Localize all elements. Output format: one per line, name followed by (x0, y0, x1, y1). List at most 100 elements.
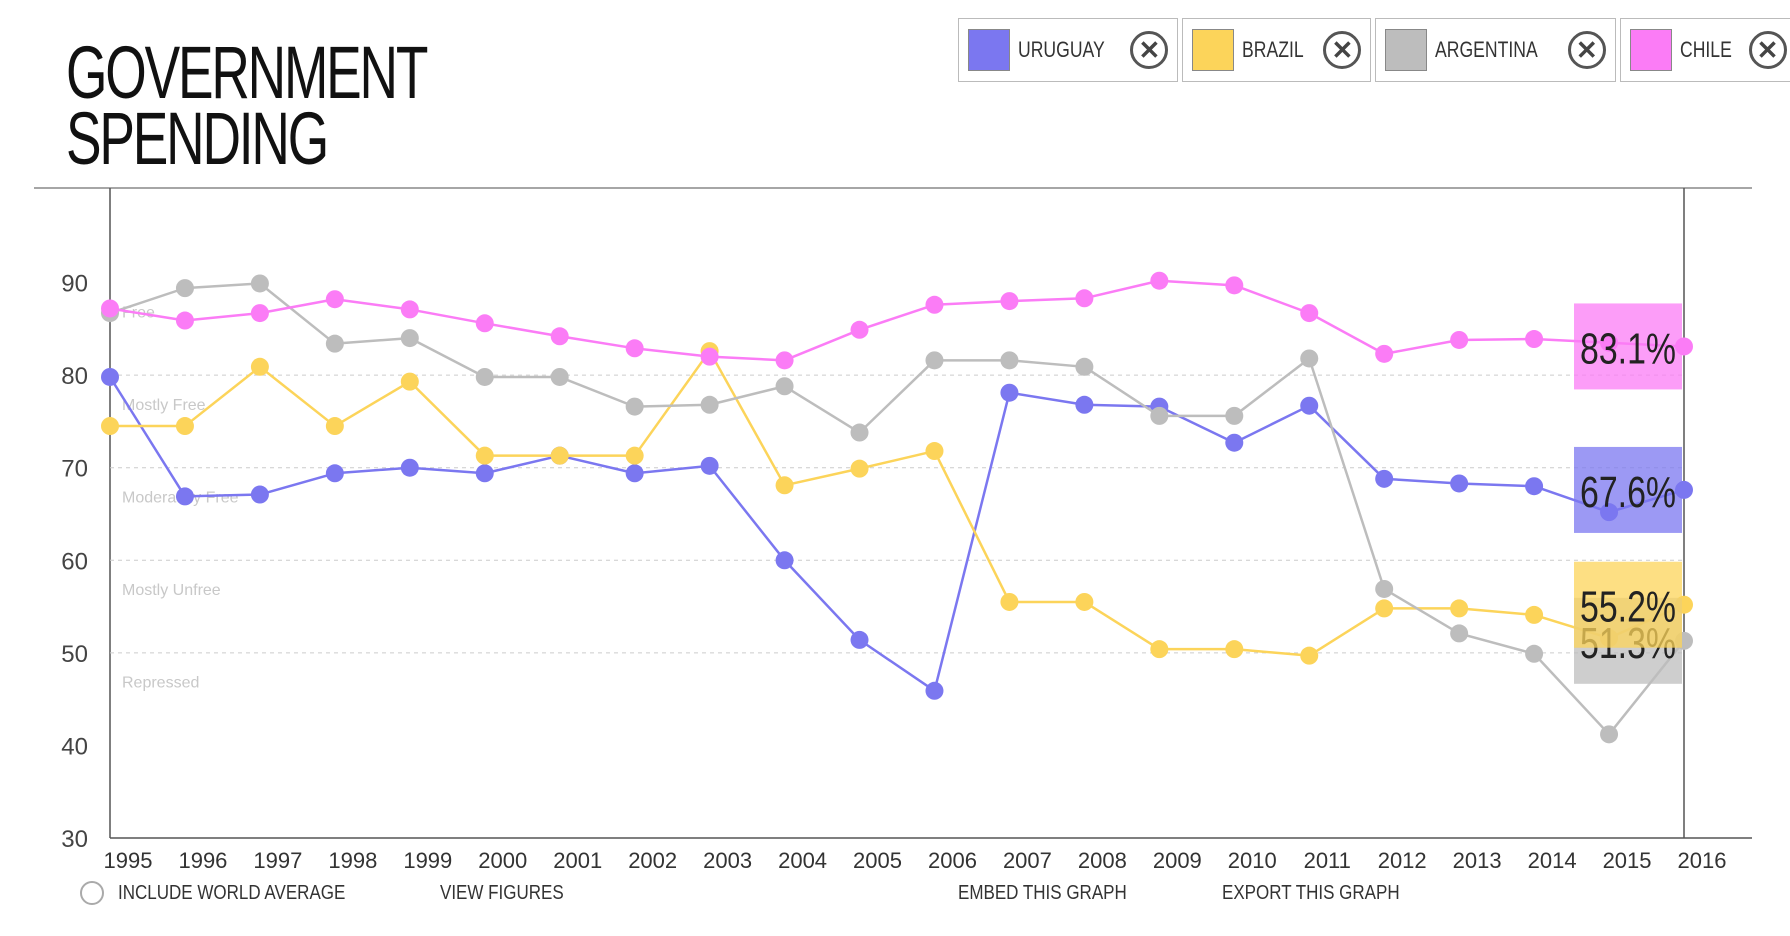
x-tick-label: 2008 (1078, 848, 1127, 873)
uruguay-point-2013 (1450, 474, 1469, 493)
chile-point-2011 (1300, 304, 1319, 323)
legend-label-uruguay: URUGUAY (1018, 37, 1105, 62)
chile-series-line (109, 279, 1685, 362)
legend-label-chile: CHILE (1679, 37, 1732, 62)
x-tick-label: 2010 (1228, 848, 1277, 873)
band-label: Mostly Unfree (122, 582, 221, 599)
uruguay-point-2005 (850, 630, 869, 649)
chile-point-2005 (850, 320, 869, 339)
argentina-point-2003 (700, 395, 719, 414)
brazil-point-1997 (250, 357, 269, 376)
brazil-point-2002 (625, 446, 644, 465)
uruguay-point-2003 (700, 456, 719, 475)
remove-uruguay-close-icon[interactable]: ✕ (1130, 31, 1169, 69)
legend-item-uruguay[interactable]: URUGUAY ✕ (958, 18, 1179, 82)
uruguay-point-2004 (775, 551, 794, 570)
chile-point-2008 (1075, 289, 1094, 308)
x-tick-label: 2005 (853, 848, 902, 873)
x-tick-label: 2004 (778, 848, 827, 873)
chile-point-2003 (700, 347, 719, 366)
x-tick-label: 2012 (1378, 848, 1427, 873)
x-tick-label: 2002 (628, 848, 677, 873)
argentina-point-1996 (175, 279, 194, 298)
chile-value-badge (1574, 303, 1682, 390)
uruguay-color-swatch (968, 29, 1010, 71)
y-tick-label: 80 (61, 363, 88, 390)
argentina-point-2004 (775, 377, 794, 396)
legend-item-argentina[interactable]: ARGENTINA ✕ (1375, 18, 1616, 82)
page-title: GOVERNMENT SPENDING (66, 31, 428, 176)
x-tick-label: 1999 (403, 848, 452, 873)
brazil-series-line (110, 349, 1685, 657)
world-average-radio[interactable] (80, 881, 104, 905)
brazil-point-1996 (175, 417, 194, 436)
x-tick-label: 2011 (1304, 848, 1351, 873)
band-label: Repressed (122, 675, 199, 692)
argentina-point-2015 (1600, 725, 1619, 744)
chile-point-1996 (175, 311, 194, 330)
legend-item-chile[interactable]: CHILE ✕ (1619, 18, 1790, 82)
y-tick-label: 30 (61, 826, 88, 853)
argentina-point-2005 (850, 423, 869, 442)
argentina-point-2007 (1000, 351, 1019, 370)
argentina-point-2001 (550, 367, 569, 386)
brazil-point-2011 (1300, 646, 1319, 665)
chile-point-2009 (1150, 271, 1169, 290)
chile-color-swatch (1629, 29, 1672, 71)
chile-point-2001 (550, 327, 569, 346)
argentina-point-2014 (1525, 644, 1544, 663)
brazil-point-2013 (1450, 599, 1469, 618)
argentina-point-2013 (1450, 624, 1469, 643)
brazil-point-2008 (1075, 592, 1094, 611)
chile-point-1998 (325, 290, 344, 309)
brazil-point-2010 (1225, 640, 1244, 659)
x-tick-label: 1998 (328, 848, 377, 873)
argentina-point-2006 (925, 351, 944, 370)
brazil-point-2001 (550, 446, 569, 465)
brazil-point-2005 (850, 459, 869, 478)
argentina-point-2012 (1375, 579, 1394, 598)
y-tick-label: 40 (61, 733, 88, 760)
brazil-latest-value: 55.2% (1580, 583, 1676, 632)
uruguay-point-2002 (625, 464, 644, 483)
uruguay-latest-value: 67.6% (1580, 468, 1676, 517)
x-tick-label: 2015 (1603, 848, 1652, 873)
x-tick-label: 2006 (928, 848, 977, 873)
view-figures-link[interactable]: VIEW FIGURES (440, 882, 564, 904)
uruguay-series-line (108, 376, 1685, 693)
brazil-color-swatch (1192, 29, 1235, 71)
uruguay-point-1997 (250, 485, 269, 504)
export-graph-link[interactable]: EXPORT THIS GRAPH (1222, 882, 1400, 904)
legend-label-brazil: BRAZIL (1242, 37, 1305, 62)
chile-point-2002 (625, 339, 644, 358)
brazil-point-2006 (925, 442, 944, 461)
chile-point-2010 (1225, 276, 1244, 295)
uruguay-point-1995 (101, 367, 119, 386)
legend-item-brazil[interactable]: BRAZIL ✕ (1182, 18, 1372, 82)
x-tick-label: 1997 (253, 848, 302, 873)
uruguay-point-1996 (175, 487, 194, 506)
argentina-point-2011 (1300, 349, 1319, 368)
chile-point-1997 (250, 304, 269, 323)
argentina-color-swatch (1385, 29, 1428, 71)
embed-graph-link[interactable]: EMBED THIS GRAPH (958, 882, 1127, 904)
uruguay-point-2010 (1225, 433, 1244, 452)
country-legend: URUGUAY ✕ BRAZIL ✕ ARGENTINA ✕ CHILE ✕ (958, 18, 1790, 82)
include-world-average-label[interactable]: INCLUDE WORLD AVERAGE (118, 882, 346, 904)
argentina-point-2010 (1225, 406, 1244, 425)
remove-chile-close-icon[interactable]: ✕ (1748, 31, 1787, 69)
band-label: Mostly Free (122, 397, 206, 414)
argentina-point-2008 (1075, 357, 1094, 376)
y-tick-label: 50 (61, 641, 88, 668)
remove-argentina-close-icon[interactable]: ✕ (1567, 31, 1606, 69)
brazil-value-badge (1574, 561, 1682, 648)
argentina-point-2000 (475, 367, 494, 386)
uruguay-point-2008 (1075, 395, 1094, 414)
argentina-series-line (109, 282, 1685, 736)
title-line-1: GOVERNMENT (66, 31, 428, 114)
chile-point-2012 (1375, 344, 1394, 363)
remove-brazil-close-icon[interactable]: ✕ (1323, 31, 1362, 69)
uruguay-value-badge (1574, 446, 1682, 533)
x-tick-label: 2014 (1528, 848, 1577, 873)
